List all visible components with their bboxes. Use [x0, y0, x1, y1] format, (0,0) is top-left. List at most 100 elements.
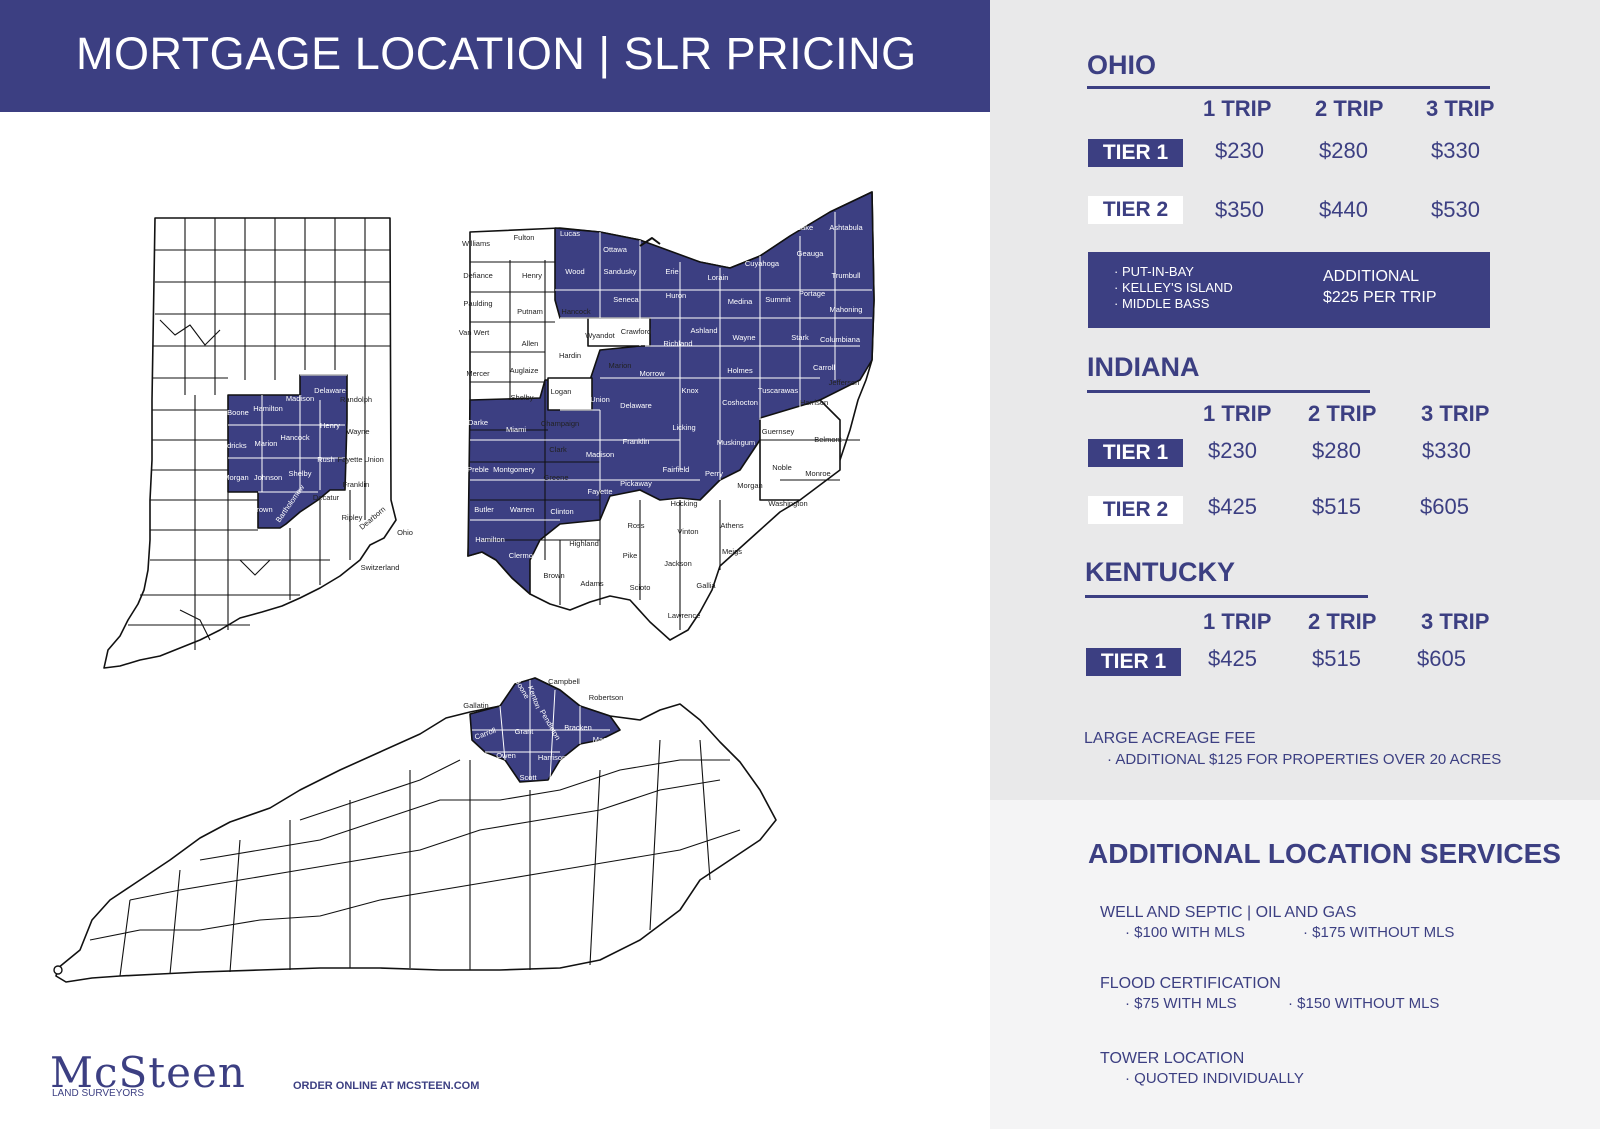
well-with-mls: · $100 WITH MLS [1125, 924, 1246, 941]
county-label: Lawrence [668, 611, 701, 620]
county-label: Hardin [559, 351, 581, 360]
county-label: Richland [663, 339, 692, 348]
county-label: Athens [720, 521, 744, 530]
island-item: · MIDDLE BASS [1114, 296, 1210, 311]
county-label: Morrow [639, 369, 665, 378]
county-label: Allen [522, 339, 539, 348]
county-label: Logan [551, 387, 572, 396]
indiana-col-2: 2 TRIP [1308, 401, 1377, 426]
county-label: Morgan [223, 473, 248, 482]
kentucky-heading: KENTUCKY [1085, 557, 1236, 587]
county-label: Monroe [805, 469, 830, 478]
county-label: Brown [251, 505, 272, 514]
county-label: Highland [569, 539, 599, 548]
surcharge-line-2: $225 PER TRIP [1323, 289, 1437, 306]
county-label: Fulton [514, 233, 535, 242]
county-label: Miami [506, 425, 526, 434]
county-label: Ross [627, 521, 644, 530]
county-label: Erie [665, 267, 678, 276]
islands-note: · PUT-IN-BAY · KELLEY'S ISLAND · MIDDLE … [1088, 252, 1490, 328]
county-label: Holmes [727, 366, 753, 375]
county-label: Scott [519, 773, 537, 782]
ohio-col-3: 3 TRIP [1426, 96, 1495, 121]
island-item: · PUT-IN-BAY [1114, 264, 1194, 279]
indiana-col-3: 3 TRIP [1421, 401, 1490, 426]
county-label: Guernsey [762, 427, 795, 436]
county-label: Coshocton [722, 398, 758, 407]
acreage-detail: · ADDITIONAL $125 FOR PROPERTIES OVER 20… [1107, 751, 1502, 768]
islands-list: · PUT-IN-BAY · KELLEY'S ISLAND · MIDDLE … [1114, 264, 1233, 312]
county-label: Mahoning [830, 305, 863, 314]
county-label: Mercer [466, 369, 490, 378]
county-label: Stark [791, 333, 809, 342]
county-label: Hancock [561, 307, 590, 316]
county-label: Union [364, 455, 384, 464]
county-label: Rush [317, 455, 335, 464]
county-label: Madison [586, 450, 614, 459]
county-label: Wyandot [585, 331, 615, 340]
county-label: Hamilton [253, 404, 283, 413]
flood-with-mls: · $75 WITH MLS [1125, 995, 1237, 1012]
county-label: Union [590, 395, 610, 404]
county-label: Butler [474, 505, 494, 514]
county-label: Hamilton [475, 535, 505, 544]
county-label: Preble [467, 465, 489, 474]
county-label: Defiance [463, 271, 493, 280]
indiana-col-1: 1 TRIP [1203, 401, 1272, 426]
county-label: Ashtabula [829, 223, 863, 232]
county-label: Gallia [696, 581, 716, 590]
indiana-tier2-price-1: $425 [1208, 494, 1257, 519]
county-label: Randolph [340, 395, 372, 404]
county-label: Franklin [623, 437, 650, 446]
services-panel [990, 800, 1600, 1129]
indiana-tier1-price-2: $280 [1312, 438, 1361, 463]
county-label: Harrison [800, 398, 828, 407]
title-banner: MORTGAGE LOCATION | SLR PRICING [0, 0, 990, 112]
county-label: Shelby [289, 469, 312, 478]
county-label: Hocking [670, 499, 697, 508]
kentucky-map [53, 677, 777, 983]
county-label: Columbiana [820, 335, 861, 344]
kentucky-tier1-price-3: $605 [1417, 646, 1466, 671]
county-label: Vinton [677, 527, 698, 536]
county-label: Carroll [813, 363, 835, 372]
county-label: Marion [609, 361, 632, 370]
county-label: Hendricks [213, 441, 247, 450]
county-label: Scioto [630, 583, 651, 592]
map-panel: MORTGAGE LOCATION | SLR PRICING [0, 0, 990, 1099]
mcsteen-logo: McSteen [50, 1048, 246, 1097]
ohio-map [467, 191, 875, 641]
county-label: Delaware [314, 386, 346, 395]
county-label: Fayette [337, 455, 362, 464]
county-label: Henry [320, 421, 340, 430]
county-label: Trumbull [832, 271, 861, 280]
ohio-tier2-badge: TIER 2 [1088, 196, 1183, 224]
ohio-tier1-price-2: $280 [1319, 138, 1368, 163]
county-label: Grant [515, 727, 535, 736]
flood-without-mls: · $150 WITHOUT MLS [1288, 995, 1440, 1012]
county-label: Marion [255, 439, 278, 448]
county-label: Adams [580, 579, 604, 588]
county-label: Ottawa [603, 245, 628, 254]
kentucky-col-2: 2 TRIP [1308, 609, 1377, 634]
order-online-link[interactable]: ORDER ONLINE AT MCSTEEN.COM [293, 1080, 480, 1092]
county-label: Ashland [690, 326, 717, 335]
tower-location-title: TOWER LOCATION [1100, 1050, 1245, 1067]
county-label: Robertson [589, 693, 624, 702]
kentucky-tier1-price-2: $515 [1312, 646, 1361, 671]
county-label: Sandusky [604, 267, 637, 276]
county-label: Knox [681, 386, 698, 395]
county-label: Jackson [664, 559, 692, 568]
county-label: Franklin [343, 480, 370, 489]
ohio-tier1-badge: TIER 1 [1088, 139, 1183, 167]
county-label: Gallatin [463, 701, 488, 710]
county-label: Putnam [517, 307, 543, 316]
county-label: Boone [227, 408, 249, 417]
county-label: Pickaway [620, 479, 652, 488]
county-label: Hancock [280, 433, 309, 442]
logo-tagline: LAND SURVEYORS [52, 1088, 145, 1099]
indiana-map [103, 217, 397, 669]
county-label: Montgomery [493, 465, 535, 474]
well-septic-title: WELL AND SEPTIC | OIL AND GAS [1100, 904, 1357, 921]
county-label: Champaign [541, 419, 579, 428]
